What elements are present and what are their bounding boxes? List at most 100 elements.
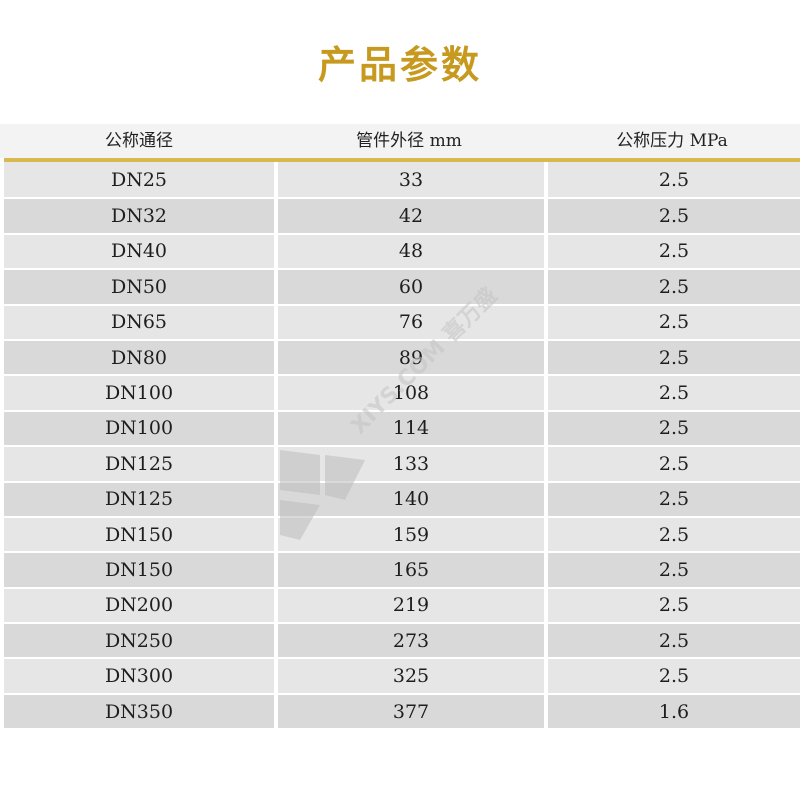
cell-outer-diameter: 273 — [392, 629, 430, 652]
column-separator — [544, 624, 548, 658]
column-separator — [274, 588, 278, 623]
table-row: DN300 325 2.5 — [4, 657, 800, 693]
cell-outer-diameter: 133 — [392, 452, 430, 475]
table-row: DN100 114 2.5 — [4, 409, 800, 446]
cell-outer-diameter: 33 — [398, 168, 424, 191]
table-row: DN125 133 2.5 — [4, 445, 800, 481]
cell-nominal-diameter: DN200 — [104, 594, 174, 617]
cell-nominal-diameter: DN25 — [110, 168, 168, 191]
column-separator — [274, 305, 278, 339]
cell-nominal-diameter: DN150 — [104, 523, 174, 546]
cell-outer-diameter: 108 — [392, 382, 430, 405]
table-row: DN150 159 2.5 — [4, 515, 800, 552]
column-separator — [544, 694, 548, 729]
table-row: DN350 377 1.6 — [4, 692, 800, 729]
column-separator — [544, 376, 548, 410]
table-row: DN250 273 2.5 — [4, 622, 800, 658]
cell-outer-diameter: 377 — [392, 700, 430, 723]
table-row: DN200 219 2.5 — [4, 586, 800, 623]
table-row: DN50 60 2.5 — [4, 268, 800, 304]
column-separator — [274, 340, 278, 375]
cell-nominal-diameter: DN50 — [110, 275, 168, 298]
cell-outer-diameter: 89 — [398, 346, 424, 369]
column-separator — [544, 234, 548, 269]
page-title: 产品参数 — [317, 42, 482, 87]
column-separator — [544, 411, 548, 446]
cell-outer-diameter: 165 — [392, 558, 430, 581]
cell-outer-diameter: 114 — [392, 417, 430, 440]
column-separator — [274, 447, 278, 481]
cell-outer-diameter: 48 — [398, 240, 424, 263]
cell-nominal-diameter: DN100 — [104, 382, 174, 405]
column-separator — [544, 162, 548, 198]
column-separator — [274, 517, 278, 552]
table-row: DN32 42 2.5 — [4, 197, 800, 233]
cell-outer-diameter: 42 — [398, 205, 424, 228]
column-separator — [274, 553, 278, 587]
cell-outer-diameter: 325 — [392, 665, 430, 688]
cell-nominal-pressure: 2.5 — [658, 452, 690, 475]
cell-nominal-diameter: DN150 — [104, 558, 174, 581]
cell-nominal-diameter: DN350 — [104, 700, 174, 723]
cell-nominal-diameter: DN32 — [110, 205, 168, 228]
cell-nominal-diameter: DN80 — [110, 346, 168, 369]
column-separator — [274, 659, 278, 693]
column-header-nominal-diameter: 公称通径 — [105, 131, 173, 151]
cell-nominal-pressure: 2.5 — [658, 594, 690, 617]
cell-nominal-pressure: 2.5 — [658, 168, 690, 191]
table-row: DN150 165 2.5 — [4, 551, 800, 587]
cell-nominal-pressure: 2.5 — [658, 558, 690, 581]
cell-outer-diameter: 140 — [392, 488, 430, 511]
column-separator — [544, 447, 548, 481]
cell-nominal-pressure: 2.5 — [658, 346, 690, 369]
cell-nominal-pressure: 2.5 — [658, 665, 690, 688]
table-row: DN100 108 2.5 — [4, 374, 800, 410]
column-separator — [274, 376, 278, 410]
table-row: DN65 76 2.5 — [4, 303, 800, 339]
column-separator — [274, 234, 278, 269]
cell-nominal-pressure: 2.5 — [658, 240, 690, 263]
cell-nominal-diameter: DN125 — [104, 452, 174, 475]
column-separator — [274, 162, 278, 198]
column-separator — [544, 553, 548, 587]
cell-nominal-pressure: 2.5 — [658, 523, 690, 546]
table-row: DN25 33 2.5 — [4, 162, 800, 198]
cell-nominal-pressure: 2.5 — [658, 629, 690, 652]
column-separator — [274, 624, 278, 658]
table-header-band — [0, 124, 800, 158]
column-header-outer-diameter: 管件外径 mm — [356, 131, 462, 151]
column-separator — [274, 482, 278, 516]
column-separator — [274, 411, 278, 446]
cell-outer-diameter: 76 — [398, 311, 424, 334]
cell-outer-diameter: 159 — [392, 523, 430, 546]
cell-outer-diameter: 60 — [398, 275, 424, 298]
column-separator — [274, 270, 278, 304]
column-separator — [544, 199, 548, 233]
cell-nominal-pressure: 2.5 — [658, 205, 690, 228]
cell-nominal-diameter: DN40 — [110, 240, 168, 263]
table-row: DN125 140 2.5 — [4, 480, 800, 516]
header-divider — [4, 158, 800, 162]
cell-nominal-diameter: DN100 — [104, 417, 174, 440]
cell-nominal-diameter: DN250 — [104, 629, 174, 652]
cell-nominal-diameter: DN300 — [104, 665, 174, 688]
cell-nominal-pressure: 2.5 — [658, 382, 690, 405]
cell-nominal-pressure: 2.5 — [658, 488, 690, 511]
column-separator — [544, 659, 548, 693]
column-separator — [544, 482, 548, 516]
parameter-table: DN25 33 2.5 DN32 42 2.5 DN40 48 2.5 DN50 60 2.5 DN65… — [4, 162, 800, 729]
cell-nominal-diameter: DN125 — [104, 488, 174, 511]
cell-nominal-pressure: 2.5 — [658, 417, 690, 440]
column-separator — [544, 305, 548, 339]
cell-nominal-diameter: DN65 — [110, 311, 168, 334]
table-row: DN40 48 2.5 — [4, 232, 800, 269]
column-separator — [274, 694, 278, 729]
column-header-nominal-pressure: 公称压力 MPa — [616, 131, 728, 151]
cell-nominal-pressure: 2.5 — [658, 275, 690, 298]
column-separator — [544, 517, 548, 552]
cell-outer-diameter: 219 — [392, 594, 430, 617]
column-separator — [544, 270, 548, 304]
cell-nominal-pressure: 1.6 — [658, 700, 690, 723]
column-separator — [544, 340, 548, 375]
column-separator — [274, 199, 278, 233]
